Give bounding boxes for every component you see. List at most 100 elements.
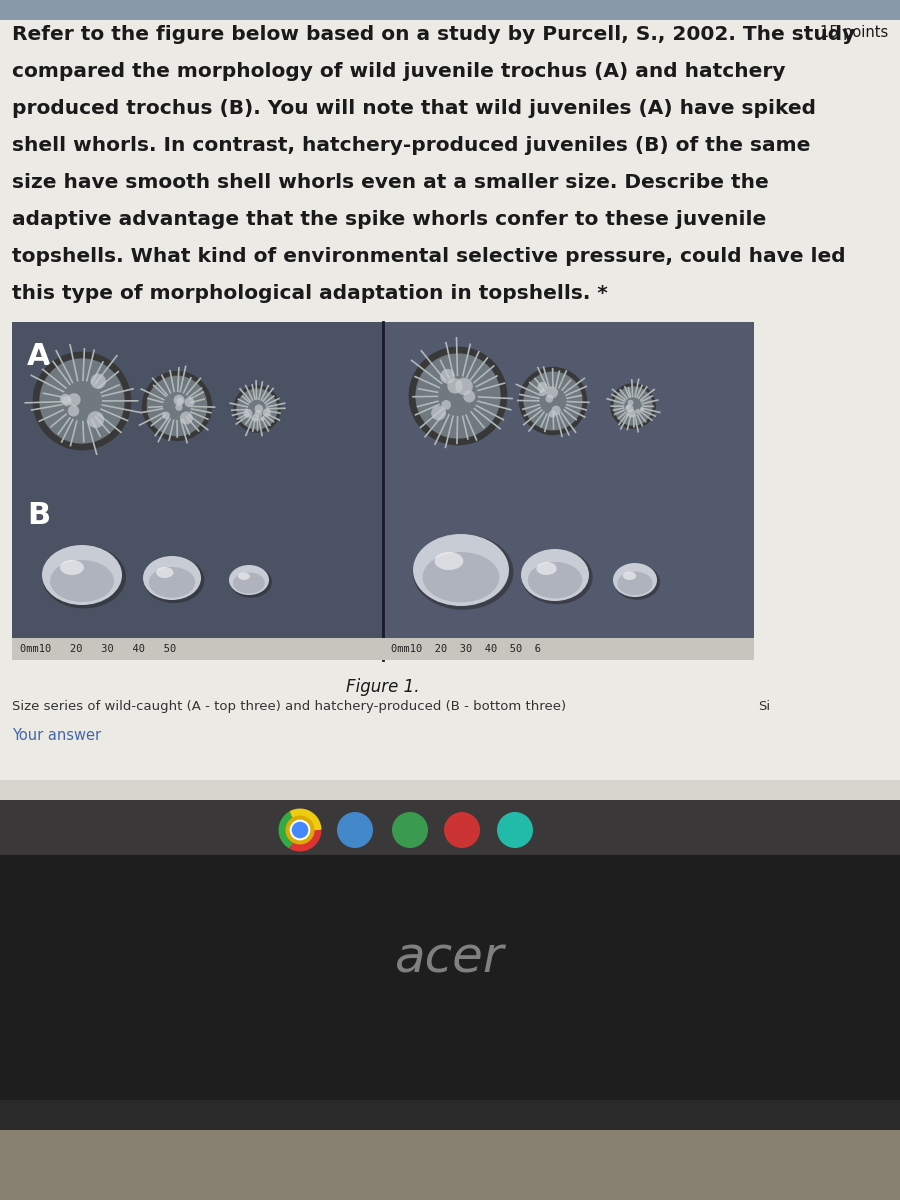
Ellipse shape <box>60 560 84 575</box>
Circle shape <box>263 408 271 416</box>
Circle shape <box>32 352 131 450</box>
Circle shape <box>255 404 263 413</box>
Ellipse shape <box>413 534 509 606</box>
Circle shape <box>524 372 582 431</box>
Text: produced trochus (B). You will note that wild juveniles (A) have spiked: produced trochus (B). You will note that… <box>12 98 816 118</box>
Text: 0mm10   20   30   40   50: 0mm10 20 30 40 50 <box>20 644 176 654</box>
Circle shape <box>337 812 373 848</box>
Text: 0mm10  20  30  40  50  6: 0mm10 20 30 40 50 6 <box>391 644 541 654</box>
Ellipse shape <box>238 572 250 580</box>
Text: Si: Si <box>758 700 770 713</box>
Ellipse shape <box>156 566 174 578</box>
Circle shape <box>40 359 124 444</box>
Circle shape <box>613 386 652 426</box>
Circle shape <box>464 390 475 402</box>
Circle shape <box>260 416 264 421</box>
Ellipse shape <box>435 552 464 570</box>
Circle shape <box>416 353 500 439</box>
Ellipse shape <box>144 557 204 604</box>
Circle shape <box>255 410 262 418</box>
Ellipse shape <box>613 563 657 596</box>
Circle shape <box>180 412 193 425</box>
Ellipse shape <box>521 550 593 605</box>
Bar <box>383 638 754 660</box>
Ellipse shape <box>423 552 500 602</box>
Circle shape <box>91 373 106 389</box>
Text: acer: acer <box>395 935 505 983</box>
Ellipse shape <box>229 565 269 595</box>
Circle shape <box>244 409 253 418</box>
Circle shape <box>640 407 644 412</box>
Text: shell whorls. In contrast, hatchery-produced juveniles (B) of the same: shell whorls. In contrast, hatchery-prod… <box>12 136 810 155</box>
Text: B: B <box>27 502 50 530</box>
Circle shape <box>233 385 281 433</box>
Circle shape <box>176 397 184 404</box>
Ellipse shape <box>527 562 582 599</box>
Text: Size series of wild-caught (A - top three) and hatchery-produced (B - bottom thr: Size series of wild-caught (A - top thre… <box>12 700 566 713</box>
Text: Your answer: Your answer <box>12 728 101 743</box>
Circle shape <box>62 396 72 406</box>
Circle shape <box>176 403 183 410</box>
Circle shape <box>444 812 480 848</box>
Ellipse shape <box>412 534 513 610</box>
Text: this type of morphological adaptation in topshells. *: this type of morphological adaptation in… <box>12 284 608 302</box>
Circle shape <box>392 812 428 848</box>
Ellipse shape <box>617 571 652 595</box>
Circle shape <box>147 376 207 437</box>
Text: compared the morphology of wild juvenile trochus (A) and hatchery: compared the morphology of wild juvenile… <box>12 62 786 80</box>
Text: adaptive advantage that the spike whorls confer to these juvenile: adaptive advantage that the spike whorls… <box>12 210 766 229</box>
Bar <box>0 1100 900 1200</box>
Circle shape <box>440 368 454 384</box>
Circle shape <box>552 406 561 415</box>
Circle shape <box>441 400 451 410</box>
Ellipse shape <box>233 572 265 594</box>
Text: A: A <box>27 342 50 371</box>
Circle shape <box>549 410 556 418</box>
Circle shape <box>626 404 630 409</box>
Circle shape <box>627 400 634 406</box>
Text: size have smooth shell whorls even at a smaller size. Describe the: size have smooth shell whorls even at a … <box>12 173 769 192</box>
Circle shape <box>291 821 310 839</box>
Ellipse shape <box>614 564 660 600</box>
Circle shape <box>409 347 508 445</box>
Circle shape <box>237 389 277 430</box>
Ellipse shape <box>230 566 272 598</box>
Circle shape <box>431 406 446 420</box>
Ellipse shape <box>143 556 201 600</box>
Circle shape <box>174 395 184 406</box>
Circle shape <box>68 406 79 416</box>
Text: Refer to the figure below based on a study by Purcell, S., 2002. The study: Refer to the figure below based on a stu… <box>12 25 855 44</box>
Bar <box>0 0 900 20</box>
Text: Figure 1.: Figure 1. <box>346 678 419 696</box>
Circle shape <box>455 378 472 395</box>
Circle shape <box>539 389 546 396</box>
Text: topshells. What kind of environmental selective pressure, could have led: topshells. What kind of environmental se… <box>12 247 846 266</box>
Circle shape <box>282 812 318 848</box>
Circle shape <box>545 395 554 403</box>
Ellipse shape <box>148 566 195 598</box>
Circle shape <box>252 414 259 421</box>
Circle shape <box>627 409 635 418</box>
Bar <box>0 20 900 800</box>
Circle shape <box>635 409 640 414</box>
Ellipse shape <box>623 571 636 580</box>
Circle shape <box>626 404 634 413</box>
Circle shape <box>497 812 533 848</box>
Circle shape <box>184 397 194 407</box>
Circle shape <box>87 412 104 428</box>
Circle shape <box>610 383 656 428</box>
Bar <box>383 322 754 660</box>
Ellipse shape <box>521 550 589 601</box>
Circle shape <box>447 378 463 394</box>
Circle shape <box>537 382 547 392</box>
Bar <box>12 322 383 660</box>
Ellipse shape <box>42 545 122 605</box>
Ellipse shape <box>42 546 126 608</box>
Bar <box>0 1130 900 1200</box>
Circle shape <box>68 394 81 407</box>
Circle shape <box>546 386 558 398</box>
Bar <box>0 20 900 780</box>
Ellipse shape <box>536 562 557 575</box>
Circle shape <box>60 394 71 404</box>
Bar <box>0 800 900 854</box>
